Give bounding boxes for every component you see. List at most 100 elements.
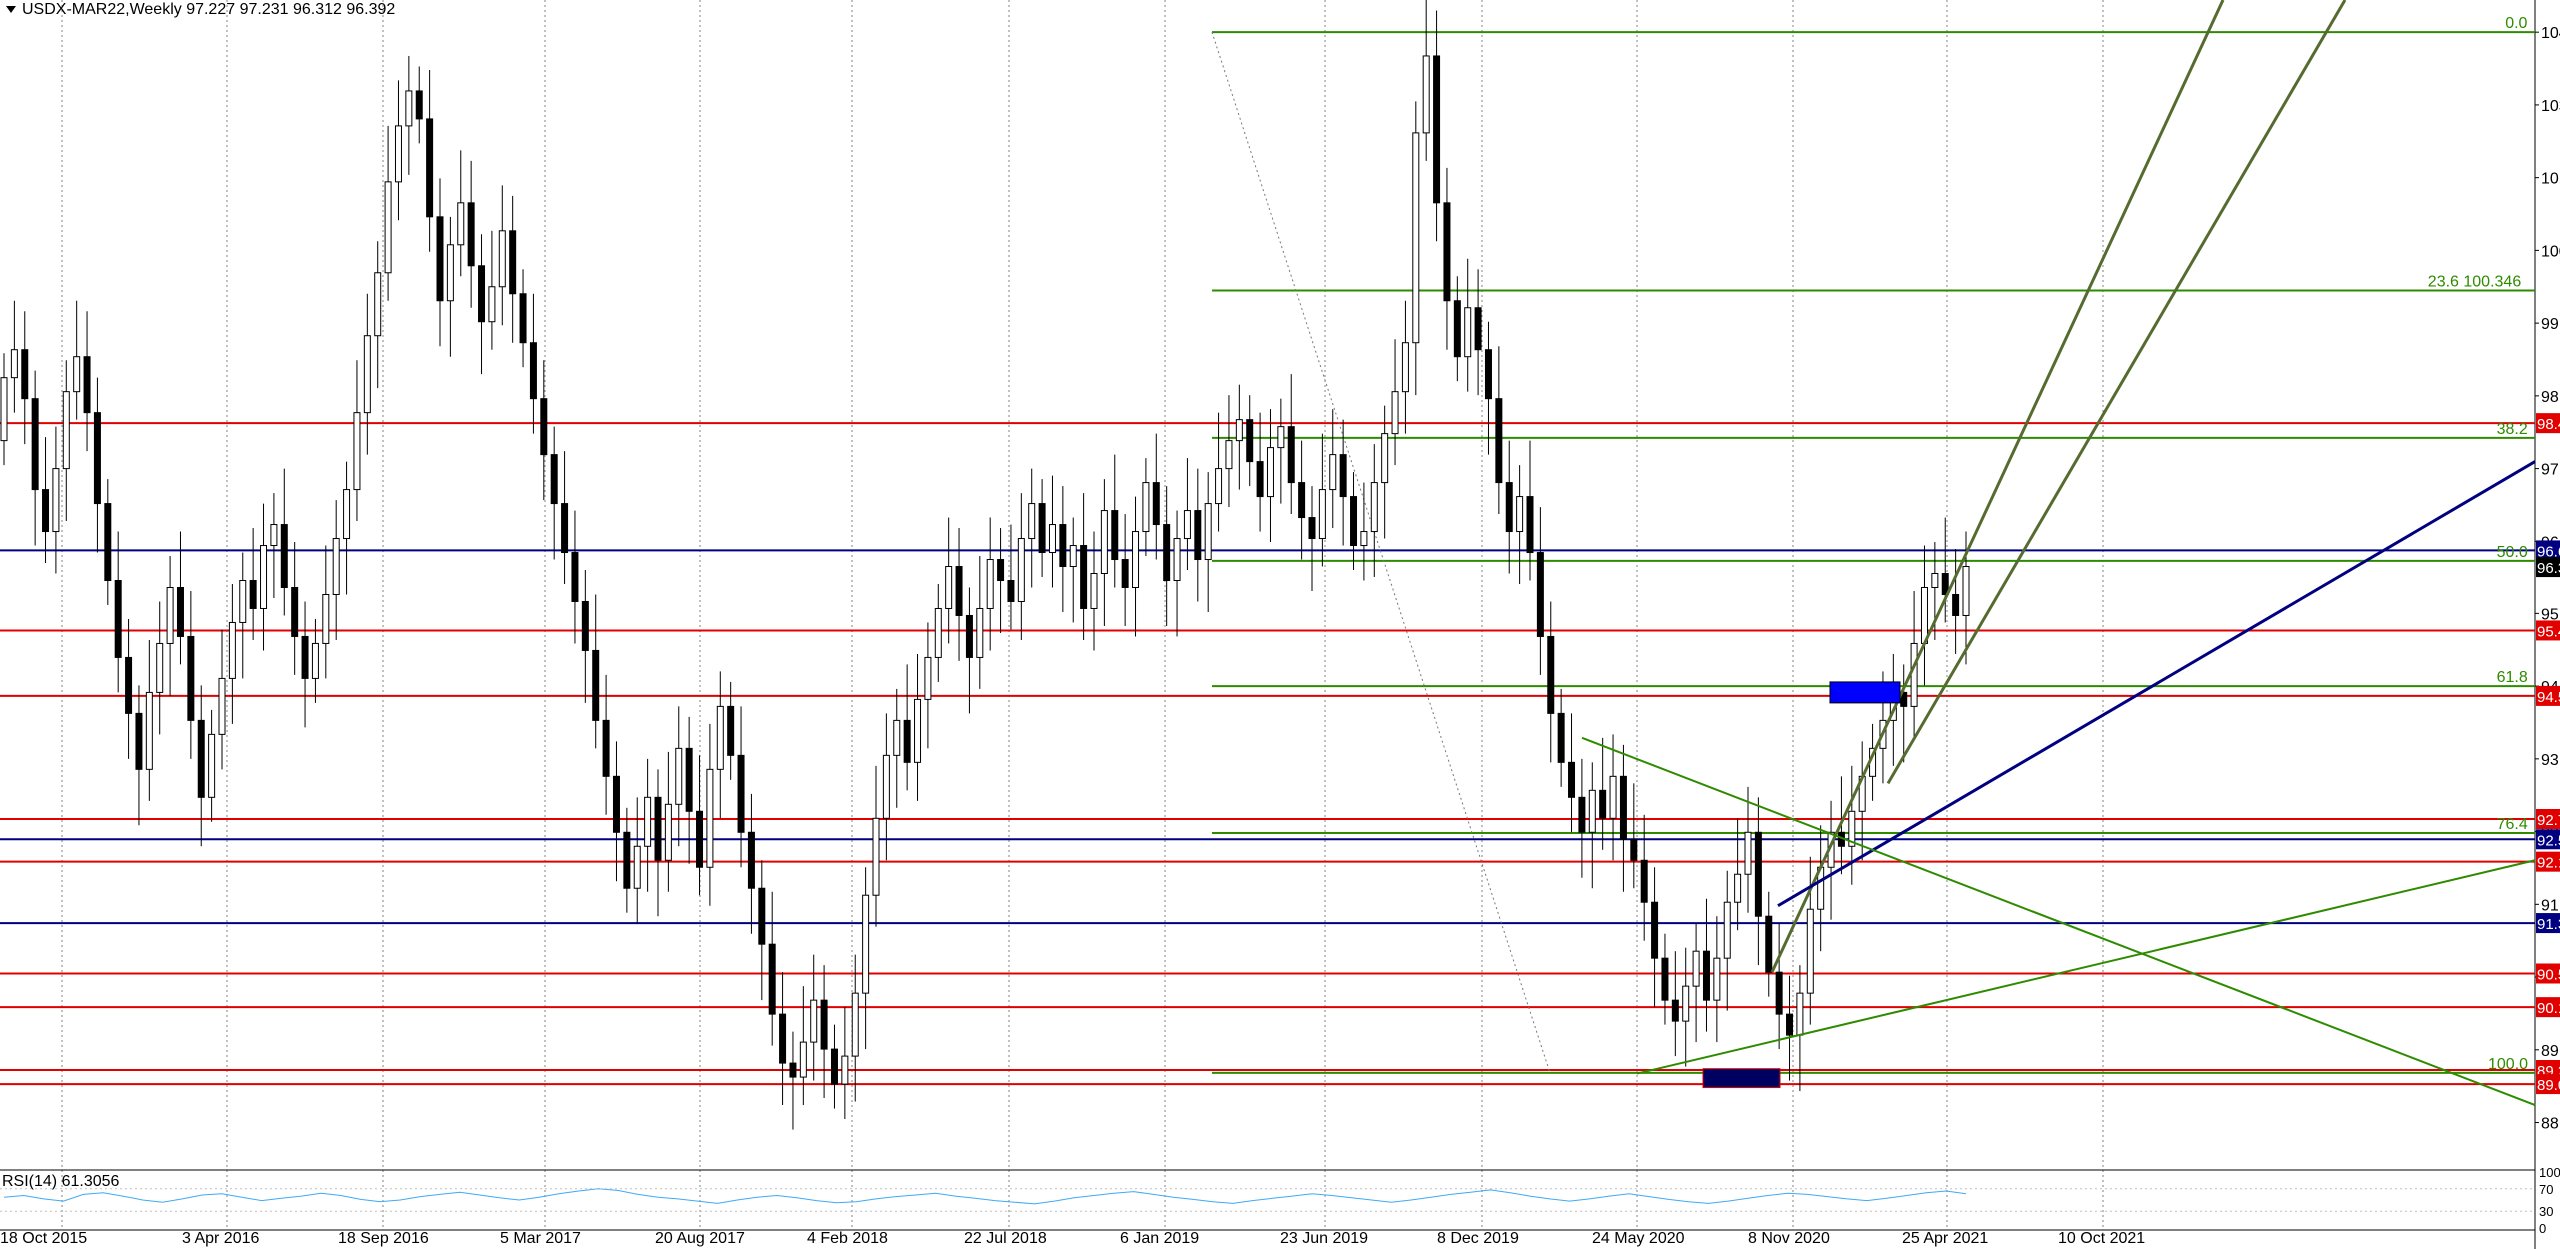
candle-bearish: [830, 1048, 838, 1085]
candle-bullish: [166, 586, 174, 644]
x-tick-label: 18 Sep 2016: [338, 1230, 429, 1247]
candle-bullish: [1266, 447, 1274, 498]
candle-bearish: [197, 719, 205, 798]
fib-level-label: 50.0: [2497, 544, 2528, 561]
candle-bearish: [789, 1062, 797, 1078]
candle-bullish: [1723, 901, 1731, 959]
candle-bullish: [1318, 489, 1326, 540]
level-price-label: 91.302: [2537, 916, 2560, 933]
candle-bearish: [31, 398, 39, 491]
candle-bullish: [353, 412, 361, 491]
candle-bearish: [1194, 510, 1202, 561]
candle-bearish: [1599, 789, 1607, 819]
rsi-tick-label: 30: [2539, 1204, 2553, 1219]
candle-bearish: [478, 265, 486, 323]
candle-bullish: [872, 817, 880, 896]
y-tick-label: 98.840: [2541, 389, 2560, 406]
candle-bearish: [1484, 349, 1492, 400]
candle-bullish: [1360, 531, 1368, 547]
candle-bearish: [1059, 524, 1067, 568]
candle-bullish: [1090, 573, 1098, 609]
level-price-tag: [2536, 913, 2560, 934]
candle-bearish: [1578, 796, 1586, 833]
candle-bearish: [820, 999, 828, 1050]
candle-bearish: [519, 293, 527, 344]
candle-bearish: [1765, 915, 1773, 973]
rsi-tick-label: 70: [2539, 1182, 2553, 1197]
candle-bearish: [1339, 454, 1347, 498]
descending-trend-line: [1581, 736, 2536, 1106]
candle-bearish: [1038, 503, 1046, 554]
candle-bearish: [1350, 496, 1358, 547]
supply-zone-rect: [1829, 681, 1901, 704]
candle-bullish: [644, 796, 652, 847]
candle-bullish: [934, 607, 942, 658]
level-price-label: 89.000: [2537, 1077, 2560, 1094]
level-price-label: 96.630: [2537, 543, 2560, 560]
candle-bullish: [1796, 992, 1804, 1036]
y-tick-label: 95.730: [2541, 606, 2560, 623]
candle-bearish: [176, 586, 184, 637]
candle-bullish: [62, 391, 70, 470]
candle-bearish: [1246, 419, 1254, 463]
candle-bullish: [882, 754, 890, 819]
level-price-tag: [2536, 685, 2560, 706]
candle-bearish: [602, 719, 610, 777]
candle-bearish: [955, 566, 963, 616]
candle-bearish: [1900, 691, 1908, 707]
candle-bullish: [924, 656, 932, 700]
candle-bullish: [1142, 482, 1150, 533]
candle-bearish: [1536, 552, 1544, 637]
candle-bearish: [571, 552, 579, 602]
candle-bearish: [1671, 999, 1679, 1022]
candle-bullish: [0, 377, 8, 442]
candle-bullish: [446, 244, 454, 302]
x-tick-label: 8 Nov 2020: [1748, 1230, 1830, 1247]
current-price-label: 96.392: [2537, 560, 2560, 577]
candle-bullish: [1412, 132, 1420, 344]
level-price-tag: [2536, 829, 2560, 850]
candle-bullish: [405, 90, 413, 127]
candle-bearish: [696, 810, 704, 868]
candle-bullish: [332, 538, 340, 595]
candle-bearish: [1287, 426, 1295, 484]
candle-bearish: [1433, 55, 1441, 204]
candle-bullish: [322, 593, 330, 644]
level-price-label: 90.581: [2537, 966, 2560, 983]
candle-bearish: [21, 349, 29, 400]
candle-bullish: [1734, 873, 1742, 903]
level-price-tag: [2536, 851, 2560, 872]
x-tick-label: 8 Dec 2019: [1437, 1230, 1519, 1247]
x-tick-label: 22 Jul 2018: [964, 1230, 1047, 1247]
candle-bearish: [768, 943, 776, 1015]
candle-bearish: [550, 454, 558, 505]
candle-bullish: [1204, 503, 1212, 561]
y-tick-label: 100.920: [2541, 243, 2560, 260]
candle-bullish: [851, 992, 859, 1057]
rsi-tick-label: 0: [2539, 1221, 2546, 1236]
candle-bullish: [810, 999, 818, 1043]
candle-bullish: [945, 566, 953, 609]
candle-bearish: [1547, 635, 1555, 714]
x-tick-label: 3 Apr 2016: [182, 1230, 260, 1247]
level-price-tag: [2536, 1074, 2560, 1095]
candle-bearish: [1526, 496, 1534, 554]
chevron-down-icon[interactable]: [6, 6, 16, 14]
ascending-trend-line: [1636, 859, 2536, 1075]
fib-level-label: 61.8: [2497, 669, 2528, 686]
candle-bearish: [1495, 398, 1503, 484]
candle-bullish: [1848, 810, 1856, 847]
candle-bullish: [1516, 496, 1524, 533]
level-price-tag: [2536, 413, 2560, 434]
candle-bearish: [1007, 580, 1015, 602]
candle-bullish: [799, 1041, 807, 1078]
candle-bullish: [1920, 586, 1928, 644]
candle-bearish: [1651, 901, 1659, 959]
x-tick-label: 24 May 2020: [1592, 1230, 1685, 1247]
candle-bearish: [779, 1013, 787, 1064]
candle-bearish: [1121, 559, 1129, 588]
candle-bearish: [415, 90, 423, 120]
candle-bearish: [114, 580, 122, 658]
candle-bullish: [1277, 426, 1285, 449]
